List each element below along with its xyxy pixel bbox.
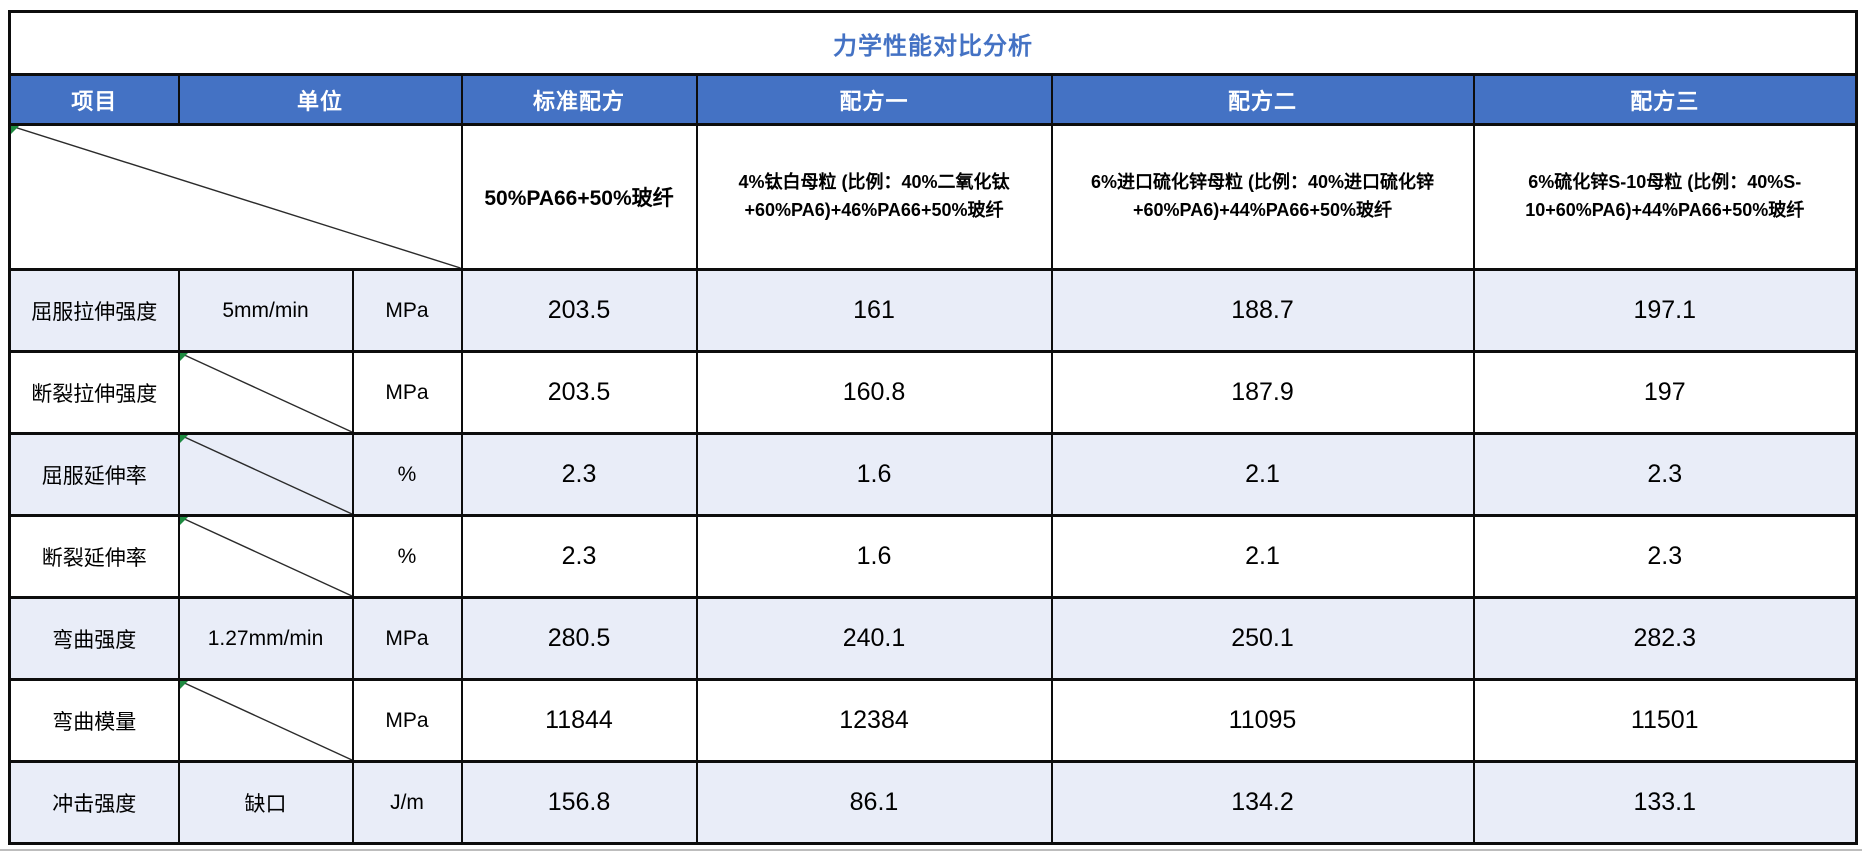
cell-error-indicator-icon [180, 518, 188, 525]
column-header-standard[interactable]: 标准配方 [460, 73, 698, 126]
row-label[interactable]: 断裂延伸率 [8, 514, 180, 599]
formula2-cell[interactable]: 6%进口硫化锌母粒 (比例：40%进口硫化锌+60%PA6)+44%PA66+5… [1050, 123, 1475, 271]
unit-cell[interactable]: MPa [351, 596, 463, 681]
diagonal-cell[interactable] [177, 432, 354, 517]
value-cell[interactable]: 12384 [695, 678, 1053, 763]
value-cell[interactable]: 161 [695, 268, 1053, 353]
row-label[interactable]: 冲击强度 [8, 760, 180, 845]
formula1-cell[interactable]: 4%钛白母粒 (比例：40%二氧化钛+60%PA6)+46%PA66+50%玻纤 [695, 123, 1053, 271]
table-row: 力学性能对比分析 [8, 10, 1858, 76]
table-row: 弯曲强度 1.27mm/min MPa 280.5 240.1 250.1 28… [8, 596, 1858, 681]
value-cell[interactable]: 2.3 [1472, 514, 1858, 599]
formula3-cell[interactable]: 6%硫化锌S-10母粒 (比例：40%S-10+60%PA6)+44%PA66+… [1472, 123, 1858, 271]
test-condition-cell[interactable]: 1.27mm/min [177, 596, 354, 681]
column-header-unit[interactable]: 单位 [177, 73, 463, 126]
value-cell[interactable]: 188.7 [1050, 268, 1475, 353]
column-header-formula3[interactable]: 配方三 [1472, 73, 1858, 126]
diagonal-cell[interactable] [177, 678, 354, 763]
table-row: 50%PA66+50%玻纤 4%钛白母粒 (比例：40%二氧化钛+60%PA6)… [8, 123, 1858, 271]
diagonal-header-cell[interactable] [8, 123, 463, 271]
value-cell[interactable]: 134.2 [1050, 760, 1475, 845]
diagonal-line [11, 126, 461, 268]
diagonal-line [180, 681, 352, 760]
window-edge-divider [0, 849, 1862, 851]
column-header-formula2[interactable]: 配方二 [1050, 73, 1475, 126]
value-cell[interactable]: 2.3 [460, 514, 698, 599]
value-cell[interactable]: 282.3 [1472, 596, 1858, 681]
row-label[interactable]: 屈服延伸率 [8, 432, 180, 517]
page-title: 力学性能对比分析 [8, 10, 1858, 76]
table-row: 项目 单位 标准配方 配方一 配方二 配方三 [8, 73, 1858, 126]
unit-cell[interactable]: MPa [351, 678, 463, 763]
value-cell[interactable]: 160.8 [695, 350, 1053, 435]
value-cell[interactable]: 250.1 [1050, 596, 1475, 681]
row-label[interactable]: 断裂拉伸强度 [8, 350, 180, 435]
value-cell[interactable]: 1.6 [695, 514, 1053, 599]
value-cell[interactable]: 280.5 [460, 596, 698, 681]
value-cell[interactable]: 1.6 [695, 432, 1053, 517]
unit-cell[interactable]: J/m [351, 760, 463, 845]
diagonal-line [180, 435, 352, 514]
column-header-item[interactable]: 项目 [8, 73, 180, 126]
comparison-table: 力学性能对比分析 项目 单位 标准配方 配方一 配方二 配方三 50%PA66+… [8, 10, 1859, 845]
row-label[interactable]: 弯曲强度 [8, 596, 180, 681]
value-cell[interactable]: 240.1 [695, 596, 1053, 681]
test-condition-cell[interactable]: 缺口 [177, 760, 354, 845]
value-cell[interactable]: 203.5 [460, 350, 698, 435]
test-condition-cell[interactable]: 5mm/min [177, 268, 354, 353]
value-cell[interactable]: 11095 [1050, 678, 1475, 763]
table-row: 断裂延伸率 % 2.3 1.6 2.1 2.3 [8, 514, 1858, 599]
cell-error-indicator-icon [180, 682, 188, 689]
diagonal-cell[interactable] [177, 514, 354, 599]
value-cell[interactable]: 11844 [460, 678, 698, 763]
value-cell[interactable]: 2.1 [1050, 432, 1475, 517]
diagonal-line [180, 517, 352, 596]
diagonal-cell[interactable] [177, 350, 354, 435]
value-cell[interactable]: 2.3 [460, 432, 698, 517]
table-row: 弯曲模量 MPa 11844 12384 11095 11501 [8, 678, 1858, 763]
cell-error-indicator-icon [180, 436, 188, 443]
cell-error-indicator-icon [180, 354, 188, 361]
cell-error-indicator-icon [11, 127, 19, 134]
value-cell[interactable]: 133.1 [1472, 760, 1858, 845]
row-label[interactable]: 屈服拉伸强度 [8, 268, 180, 353]
table-row: 屈服拉伸强度 5mm/min MPa 203.5 161 188.7 197.1 [8, 268, 1858, 353]
value-cell[interactable]: 197 [1472, 350, 1858, 435]
value-cell[interactable]: 203.5 [460, 268, 698, 353]
unit-cell[interactable]: % [351, 514, 463, 599]
value-cell[interactable]: 86.1 [695, 760, 1053, 845]
unit-cell[interactable]: MPa [351, 268, 463, 353]
value-cell[interactable]: 197.1 [1472, 268, 1858, 353]
row-label[interactable]: 弯曲模量 [8, 678, 180, 763]
column-header-formula1[interactable]: 配方一 [695, 73, 1053, 126]
formula-standard-cell[interactable]: 50%PA66+50%玻纤 [460, 123, 698, 271]
diagonal-line [180, 353, 352, 432]
value-cell[interactable]: 187.9 [1050, 350, 1475, 435]
value-cell[interactable]: 2.3 [1472, 432, 1858, 517]
value-cell[interactable]: 156.8 [460, 760, 698, 845]
value-cell[interactable]: 2.1 [1050, 514, 1475, 599]
value-cell[interactable]: 11501 [1472, 678, 1858, 763]
table-row: 屈服延伸率 % 2.3 1.6 2.1 2.3 [8, 432, 1858, 517]
table-row: 冲击强度 缺口 J/m 156.8 86.1 134.2 133.1 [8, 760, 1858, 845]
table-row: 断裂拉伸强度 MPa 203.5 160.8 187.9 197 [8, 350, 1858, 435]
unit-cell[interactable]: MPa [351, 350, 463, 435]
unit-cell[interactable]: % [351, 432, 463, 517]
